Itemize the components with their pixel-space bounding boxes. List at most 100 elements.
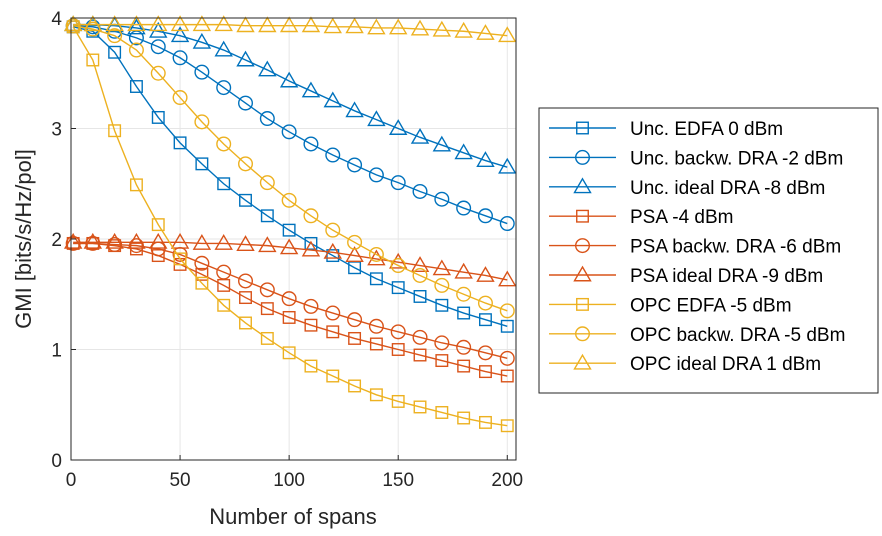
circle-marker bbox=[128, 42, 144, 58]
triangle-marker bbox=[454, 143, 473, 160]
triangle-marker bbox=[388, 18, 408, 35]
legend-label: Unc. backw. DRA -2 dBm bbox=[630, 148, 843, 169]
square-marker bbox=[435, 406, 449, 419]
square-marker bbox=[391, 394, 405, 408]
triangle-marker bbox=[573, 177, 592, 194]
x-axis-label: Number of spans bbox=[209, 504, 377, 529]
triangle-marker bbox=[388, 119, 408, 135]
square-marker bbox=[457, 306, 471, 320]
square-marker bbox=[326, 325, 340, 339]
circle-marker bbox=[65, 18, 81, 34]
circle-marker bbox=[325, 305, 341, 321]
square-marker bbox=[435, 298, 449, 312]
circle-marker bbox=[325, 147, 341, 163]
legend-entry: Unc. EDFA 0 dBm bbox=[549, 119, 783, 140]
square-marker bbox=[576, 121, 589, 135]
circle-marker bbox=[390, 324, 406, 340]
circle-marker bbox=[368, 246, 384, 262]
triangle-marker bbox=[410, 256, 430, 272]
circle-marker bbox=[412, 267, 428, 283]
triangle-marker bbox=[301, 16, 321, 33]
triangle-marker bbox=[279, 71, 299, 88]
triangle-marker bbox=[127, 232, 146, 249]
square-marker bbox=[239, 193, 252, 207]
circle-marker bbox=[499, 303, 515, 319]
triangle-marker bbox=[149, 15, 168, 32]
square-marker bbox=[479, 313, 492, 327]
square-marker bbox=[391, 343, 405, 356]
legend-entry: OPC EDFA -5 dBm bbox=[549, 295, 792, 316]
legend-label: OPC ideal DRA 1 dBm bbox=[630, 354, 821, 375]
triangle-marker bbox=[149, 232, 168, 249]
triangle-marker bbox=[127, 18, 146, 35]
triangle-marker bbox=[410, 127, 430, 144]
square-marker bbox=[479, 365, 492, 379]
square-marker bbox=[217, 298, 231, 312]
square-marker bbox=[151, 249, 165, 263]
series-6 bbox=[63, 232, 517, 287]
square-marker bbox=[195, 157, 209, 171]
triangle-marker bbox=[367, 110, 386, 127]
square-marker bbox=[108, 124, 122, 138]
square-marker bbox=[348, 379, 362, 393]
triangle-marker bbox=[83, 232, 103, 249]
square-marker bbox=[260, 331, 274, 345]
square-marker bbox=[348, 331, 362, 345]
legend-entry: OPC backw. DRA -5 dBm bbox=[549, 325, 845, 346]
square-marker bbox=[173, 136, 187, 150]
triangle-marker bbox=[192, 32, 212, 49]
legend-entry: PSA ideal DRA -9 dBm bbox=[549, 265, 823, 287]
circle-marker bbox=[194, 255, 210, 271]
triangle-marker bbox=[454, 21, 473, 38]
y-tick-label: 2 bbox=[51, 230, 62, 251]
circle-marker bbox=[303, 136, 319, 152]
triangle-marker bbox=[170, 26, 190, 43]
triangle-marker bbox=[258, 60, 277, 77]
triangle-marker bbox=[432, 135, 452, 152]
circle-marker bbox=[303, 298, 319, 314]
triangle-marker bbox=[279, 16, 299, 33]
triangle-marker bbox=[345, 17, 364, 34]
circle-marker bbox=[238, 273, 254, 289]
legend-label: OPC EDFA -5 dBm bbox=[630, 295, 792, 316]
circle-marker bbox=[499, 216, 515, 232]
square-marker bbox=[260, 302, 274, 316]
x-tick-label: 150 bbox=[382, 470, 414, 491]
triangle-marker bbox=[345, 101, 364, 118]
y-tick-label: 4 bbox=[51, 9, 62, 30]
triangle-marker bbox=[573, 265, 592, 282]
triangle-marker bbox=[127, 15, 146, 32]
circle-marker bbox=[347, 312, 363, 328]
circle-marker bbox=[434, 277, 450, 293]
circle-marker bbox=[390, 258, 406, 274]
circle-marker bbox=[434, 191, 450, 207]
circle-marker bbox=[347, 157, 363, 173]
circle-marker bbox=[238, 95, 254, 111]
y-tick-label: 0 bbox=[51, 451, 62, 472]
triangle-marker bbox=[367, 249, 386, 266]
series-9 bbox=[63, 15, 517, 43]
triangle-marker bbox=[258, 16, 277, 33]
legend-label: PSA backw. DRA -6 dBm bbox=[630, 237, 841, 258]
triangle-marker bbox=[214, 40, 233, 57]
triangle-marker bbox=[476, 151, 495, 168]
circle-marker bbox=[412, 183, 428, 199]
series-line bbox=[73, 23, 508, 37]
circle-marker bbox=[259, 175, 275, 191]
circle-marker bbox=[325, 222, 341, 238]
square-marker bbox=[108, 45, 122, 59]
triangle-marker bbox=[367, 18, 386, 35]
legend-label: Unc. EDFA 0 dBm bbox=[630, 119, 783, 140]
legend-box bbox=[538, 107, 879, 394]
triangle-marker bbox=[279, 238, 299, 255]
square-marker bbox=[413, 290, 427, 303]
triangle-marker bbox=[236, 235, 255, 251]
square-marker bbox=[129, 80, 143, 93]
legend-entry: PSA backw. DRA -6 dBm bbox=[549, 237, 841, 258]
triangle-marker bbox=[323, 242, 342, 259]
square-marker bbox=[282, 346, 296, 360]
circle-marker bbox=[85, 235, 101, 251]
square-marker bbox=[195, 267, 209, 281]
triangle-marker bbox=[498, 26, 517, 43]
square-marker bbox=[369, 337, 383, 351]
